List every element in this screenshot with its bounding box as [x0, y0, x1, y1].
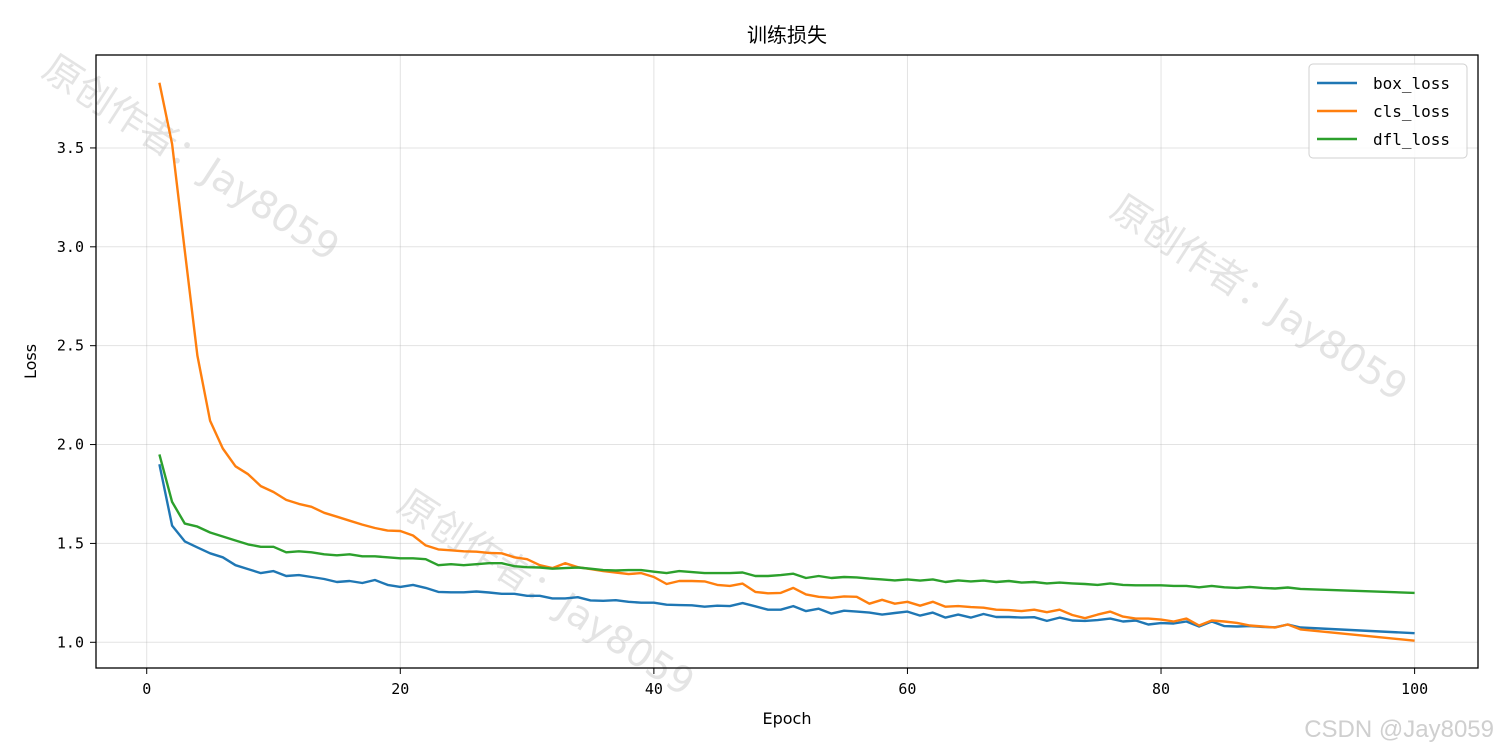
chart-title: 训练损失	[747, 23, 827, 47]
plot-frame	[95, 54, 1479, 669]
legend-label-dfl-loss: dfl_loss	[1373, 130, 1450, 149]
y-axis-ticks: 1.0 1.5 2.0 2.5 3.0 3.5	[57, 139, 96, 651]
x-tick-label: 20	[391, 680, 409, 698]
legend: box_loss cls_loss dfl_loss	[1308, 63, 1468, 159]
legend-box	[1308, 63, 1468, 159]
series-layer	[158, 82, 1415, 642]
legend-label-cls-loss: cls_loss	[1373, 102, 1450, 121]
y-tick-label: 3.0	[57, 238, 84, 256]
x-axis-label: Epoch	[763, 709, 812, 728]
y-axis-label: Loss	[21, 344, 40, 379]
x-tick-label: 80	[1152, 680, 1170, 698]
grid-lines	[96, 55, 1478, 668]
y-tick-label: 1.0	[57, 633, 84, 651]
legend-label-box-loss: box_loss	[1373, 74, 1450, 93]
y-tick-label: 2.0	[57, 436, 84, 454]
y-tick-label: 1.5	[57, 534, 84, 552]
series-line-dfl-loss	[158, 454, 1415, 595]
watermark-text-1: 原创作者：Jay8059	[35, 46, 347, 270]
series-line-box-loss	[158, 464, 1415, 635]
x-tick-label: 60	[898, 680, 916, 698]
x-tick-label: 0	[142, 680, 151, 698]
credit-watermark: CSDN @Jay8059	[1304, 716, 1494, 743]
x-tick-label: 100	[1401, 680, 1428, 698]
y-tick-label: 2.5	[57, 337, 84, 355]
y-tick-label: 3.5	[57, 139, 84, 157]
watermark-text-2: 原创作者：Jay8059	[1103, 186, 1415, 410]
x-tick-label: 40	[645, 680, 663, 698]
x-axis-ticks: 0 20 40 60 80 100	[142, 668, 1428, 698]
series-line-cls-loss	[158, 82, 1415, 642]
